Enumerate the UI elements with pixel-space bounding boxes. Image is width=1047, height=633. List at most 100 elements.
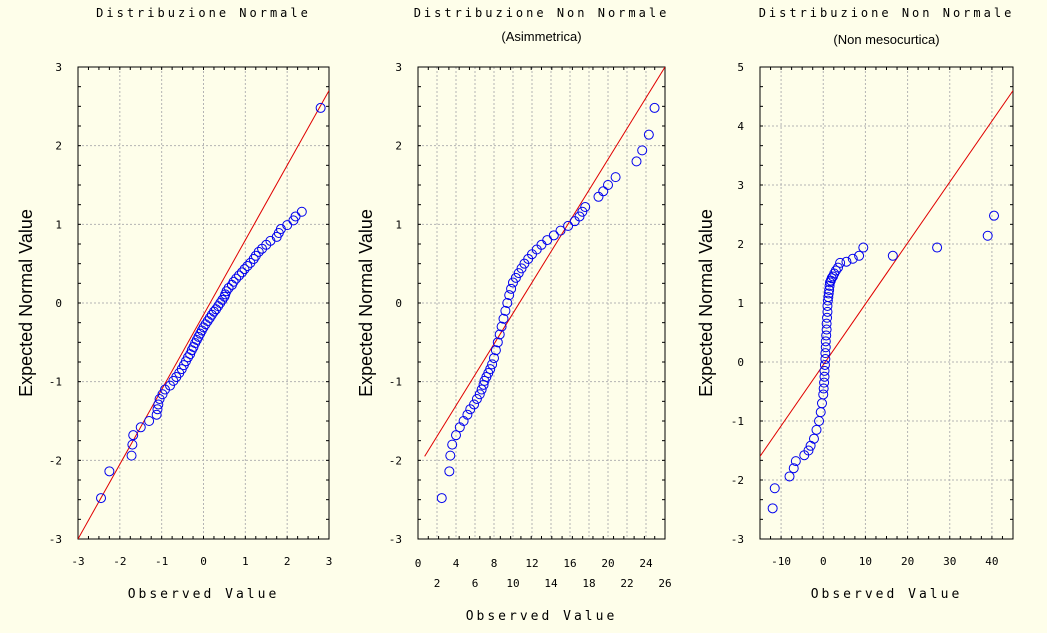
- data-point: [513, 268, 524, 279]
- x-tick-label: 20: [901, 555, 914, 568]
- data-point: [153, 399, 164, 410]
- data-point: [436, 493, 447, 504]
- data-point: [811, 424, 822, 435]
- data-point: [474, 389, 485, 400]
- data-point: [506, 283, 517, 294]
- data-point: [819, 365, 830, 376]
- data-point: [580, 202, 591, 213]
- y-tick-label: -2: [389, 454, 402, 467]
- x-tick-label: 24: [639, 557, 653, 570]
- y-tick-label: -1: [389, 376, 402, 389]
- data-point: [510, 272, 521, 283]
- y-tick-label: -1: [731, 415, 744, 428]
- data-point: [821, 330, 832, 341]
- data-point: [574, 211, 585, 222]
- y-tick-label: 0: [395, 297, 402, 310]
- data-point: [445, 450, 456, 461]
- chart-title: Distribuzione Non Normale: [414, 6, 670, 20]
- data-point: [152, 404, 163, 415]
- data-point: [829, 268, 840, 279]
- data-point: [490, 345, 501, 356]
- x-tick-label: 40: [985, 555, 998, 568]
- x-tick-label: -10: [771, 555, 791, 568]
- data-point: [126, 450, 137, 461]
- x-tick-label: 1: [242, 555, 249, 568]
- data-point: [833, 262, 844, 273]
- data-point: [819, 371, 830, 382]
- data-point: [469, 399, 480, 410]
- x-tick-label: 0: [415, 557, 422, 570]
- data-point: [151, 409, 162, 420]
- x-axis-label: Observed Value: [811, 587, 963, 602]
- y-tick-label: 2: [395, 140, 402, 153]
- data-point: [820, 342, 831, 353]
- data-point: [823, 292, 834, 303]
- data-point: [290, 211, 301, 222]
- data-point: [231, 273, 242, 284]
- x-tick-label: 3: [326, 555, 333, 568]
- data-point: [236, 267, 247, 278]
- data-point: [815, 407, 826, 418]
- data-point: [296, 206, 307, 217]
- y-axis-label: Expected Normal Value: [356, 209, 376, 397]
- data-point: [508, 277, 518, 288]
- x-tick-label: 10: [859, 555, 872, 568]
- data-point: [631, 156, 642, 167]
- chart-title: Distribuzione Normale: [96, 6, 311, 20]
- x-tick-label: 2: [284, 555, 291, 568]
- data-point: [239, 264, 250, 275]
- data-point: [135, 422, 146, 433]
- x-tick-label: 14: [544, 577, 558, 590]
- data-point: [144, 416, 155, 426]
- data-point: [487, 359, 498, 370]
- data-point: [835, 257, 846, 268]
- data-point: [451, 430, 461, 441]
- y-tick-label: -3: [731, 533, 744, 546]
- data-point: [516, 263, 527, 274]
- y-tick-label: 2: [55, 140, 62, 153]
- data-point: [643, 129, 654, 140]
- data-point: [315, 102, 326, 113]
- data-point: [191, 334, 202, 345]
- x-tick-label: 16: [563, 557, 576, 570]
- y-tick-label: 4: [737, 120, 744, 133]
- data-point: [248, 253, 259, 264]
- x-tick-label: 22: [620, 577, 633, 590]
- data-point: [593, 191, 604, 202]
- data-point: [228, 276, 239, 287]
- chart-panel-3: Distribuzione Non Normale (Non mesocurtic…: [696, 6, 1014, 602]
- data-point: [841, 256, 852, 267]
- x-tick-label: 30: [943, 555, 956, 568]
- y-tick-label: -1: [49, 376, 62, 389]
- data-point: [504, 290, 515, 301]
- data-point: [447, 439, 458, 450]
- data-point: [204, 312, 215, 323]
- x-tick-label: 10: [506, 577, 519, 590]
- data-point: [820, 354, 831, 365]
- y-tick-label: 5: [737, 61, 744, 74]
- data-point: [96, 493, 107, 504]
- data-point: [826, 273, 837, 284]
- data-point: [498, 313, 509, 324]
- data-point: [932, 242, 943, 253]
- data-point: [217, 294, 228, 305]
- data-point: [824, 280, 835, 291]
- chart-panel-2: Distribuzione Non Normale (Asimmetrica) -3…: [356, 6, 672, 624]
- y-tick-label: 1: [395, 218, 402, 231]
- data-point: [500, 305, 511, 316]
- y-tick-label: 3: [395, 61, 402, 74]
- data-point: [769, 483, 780, 494]
- x-tick-label: -3: [71, 555, 84, 568]
- data-point: [157, 389, 168, 400]
- data-point: [989, 210, 1000, 221]
- data-point: [195, 328, 206, 339]
- data-point: [555, 225, 566, 236]
- data-point: [610, 172, 621, 183]
- plot-content: [424, 67, 665, 504]
- data-point: [784, 471, 795, 482]
- data-point: [821, 318, 832, 329]
- data-point: [767, 503, 778, 514]
- data-point: [822, 312, 833, 323]
